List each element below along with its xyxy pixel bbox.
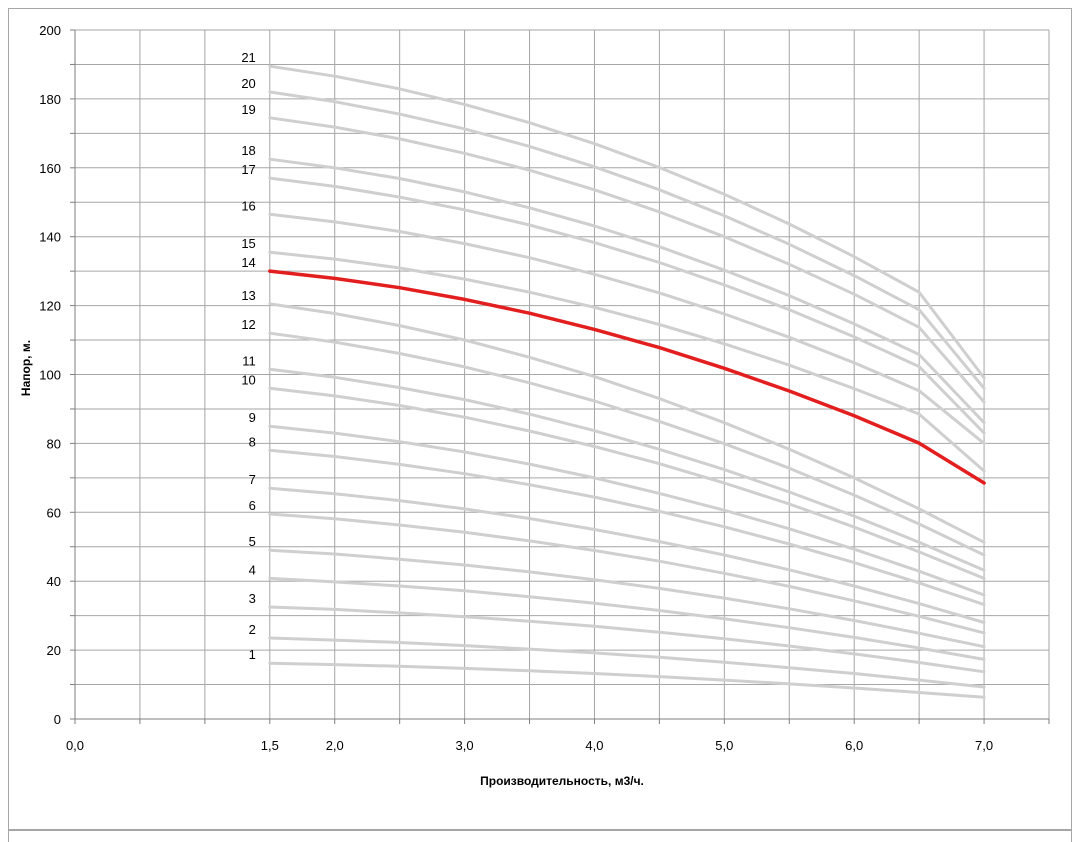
series-line xyxy=(268,605,986,674)
y-tick-label: 40 xyxy=(47,574,61,589)
series-line xyxy=(268,367,986,572)
curve-label: 6 xyxy=(249,498,256,513)
series-line xyxy=(268,176,986,435)
curve-label: 18 xyxy=(241,143,255,158)
y-tick-label: 80 xyxy=(47,436,61,451)
series-line xyxy=(268,576,986,661)
curve-label: 5 xyxy=(249,534,256,549)
y-tick-label: 160 xyxy=(39,161,61,176)
x-tick-label: 5,0 xyxy=(715,738,733,753)
curve-label: 7 xyxy=(249,472,256,487)
curve-label: 14 xyxy=(241,255,255,270)
curve-label: 8 xyxy=(249,434,256,449)
series-line xyxy=(268,212,986,445)
curve-label: 19 xyxy=(241,102,255,117)
y-tick-label: 120 xyxy=(39,299,61,314)
bottom-panel-edge xyxy=(8,830,1072,842)
curve-label: 10 xyxy=(241,372,255,387)
series-line xyxy=(268,157,986,425)
y-tick-label: 100 xyxy=(39,368,61,383)
curve-label: 2 xyxy=(249,622,256,637)
series-line xyxy=(268,424,986,597)
series-line xyxy=(268,661,986,699)
series-line xyxy=(268,448,986,607)
series-line-highlighted xyxy=(268,269,986,485)
curve-label: 12 xyxy=(241,317,255,332)
series-line xyxy=(268,302,986,544)
curve-label: 21 xyxy=(241,50,255,65)
y-tick-label: 180 xyxy=(39,92,61,107)
series-line xyxy=(268,64,986,380)
y-tick-label: 60 xyxy=(47,505,61,520)
y-tick-label: 200 xyxy=(39,23,61,38)
series-line xyxy=(268,116,986,404)
curve-label: 3 xyxy=(249,591,256,606)
x-tick-label: 3,0 xyxy=(456,738,474,753)
series-line xyxy=(268,90,986,390)
series-line xyxy=(268,512,986,635)
series-line xyxy=(268,636,986,689)
series-lines xyxy=(268,64,986,699)
y-tick-label: 0 xyxy=(54,712,61,727)
curve-label: 16 xyxy=(241,198,255,213)
y-axis-title: Напор, м. xyxy=(19,340,33,396)
x-tick-label: 2,0 xyxy=(326,738,344,753)
y-tick-label: 20 xyxy=(47,643,61,658)
x-tick-label: 7,0 xyxy=(975,738,993,753)
curve-label: 11 xyxy=(242,353,256,368)
series-line xyxy=(268,548,986,649)
x-tick-label: 0,0 xyxy=(66,738,84,753)
x-tick-label: 6,0 xyxy=(845,738,863,753)
curve-label: 13 xyxy=(241,288,255,303)
curve-label: 15 xyxy=(241,236,255,251)
series-line xyxy=(268,331,986,557)
x-tick-label: 4,0 xyxy=(585,738,603,753)
x-axis-title: Производительность, м3/ч. xyxy=(480,774,644,788)
x-tick-label: 1,5 xyxy=(261,738,279,753)
curve-label: 20 xyxy=(241,76,255,91)
curve-label: 9 xyxy=(249,410,256,425)
curve-label: 4 xyxy=(249,562,256,577)
curve-label: 1 xyxy=(249,647,256,662)
series-line xyxy=(268,250,986,473)
curve-label: 17 xyxy=(241,162,255,177)
y-tick-label: 140 xyxy=(39,230,61,245)
series-line xyxy=(268,386,986,580)
series-line xyxy=(268,486,986,624)
chart-frame xyxy=(8,8,1072,830)
